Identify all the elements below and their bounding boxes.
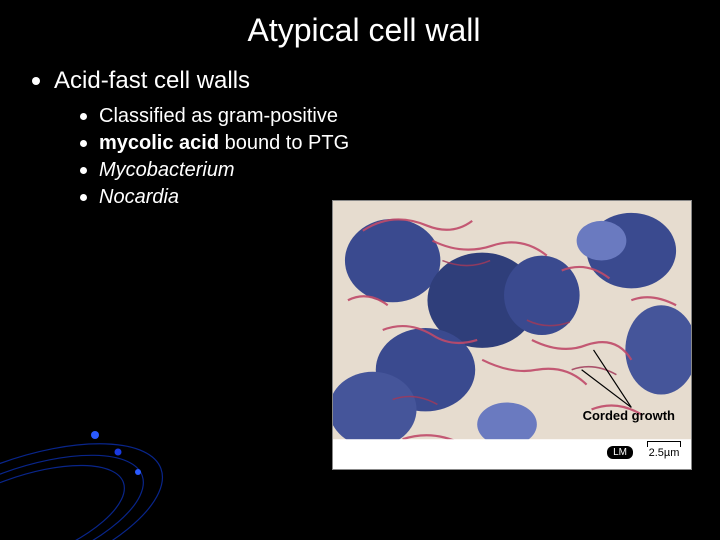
bullet-icon [80,194,87,201]
label-text: Corded growth [583,408,675,423]
micrograph-label: Corded growth [583,408,675,423]
bullet-level1-text: Acid-fast cell walls [54,67,250,95]
bullet-level2: mycolic acid bound to PTG [80,132,700,155]
scale-bar: 2.5µm [647,441,681,459]
bullet-level2-text: Nocardia [99,186,179,209]
lm-badge: LM [607,446,633,459]
micrograph-image: Corded growth LM 2.5µm [332,200,692,470]
scale-text: 2.5µm [649,447,680,459]
bullet-level2: Mycobacterium [80,159,700,182]
bullet-level2-text: mycolic acid bound to PTG [99,132,349,155]
orbit-decoration [0,340,200,540]
bullet-icon [80,140,87,147]
bold-text: mycolic acid [99,132,219,154]
bullet-level1: Acid-fast cell walls [32,67,700,95]
bullet-icon [80,167,87,174]
slide: Atypical cell wall Acid-fast cell walls … [0,0,720,540]
bullet-icon [80,113,87,120]
page-title: Atypical cell wall [28,12,700,49]
bullet-icon [32,77,40,85]
bullet-level2: Classified as gram-positive [80,105,700,128]
bullet-level2-text: Mycobacterium [99,159,235,182]
plain-text: bound to PTG [219,132,349,154]
scale-line-icon [647,441,681,447]
bullet-level2-text: Classified as gram-positive [99,105,338,128]
